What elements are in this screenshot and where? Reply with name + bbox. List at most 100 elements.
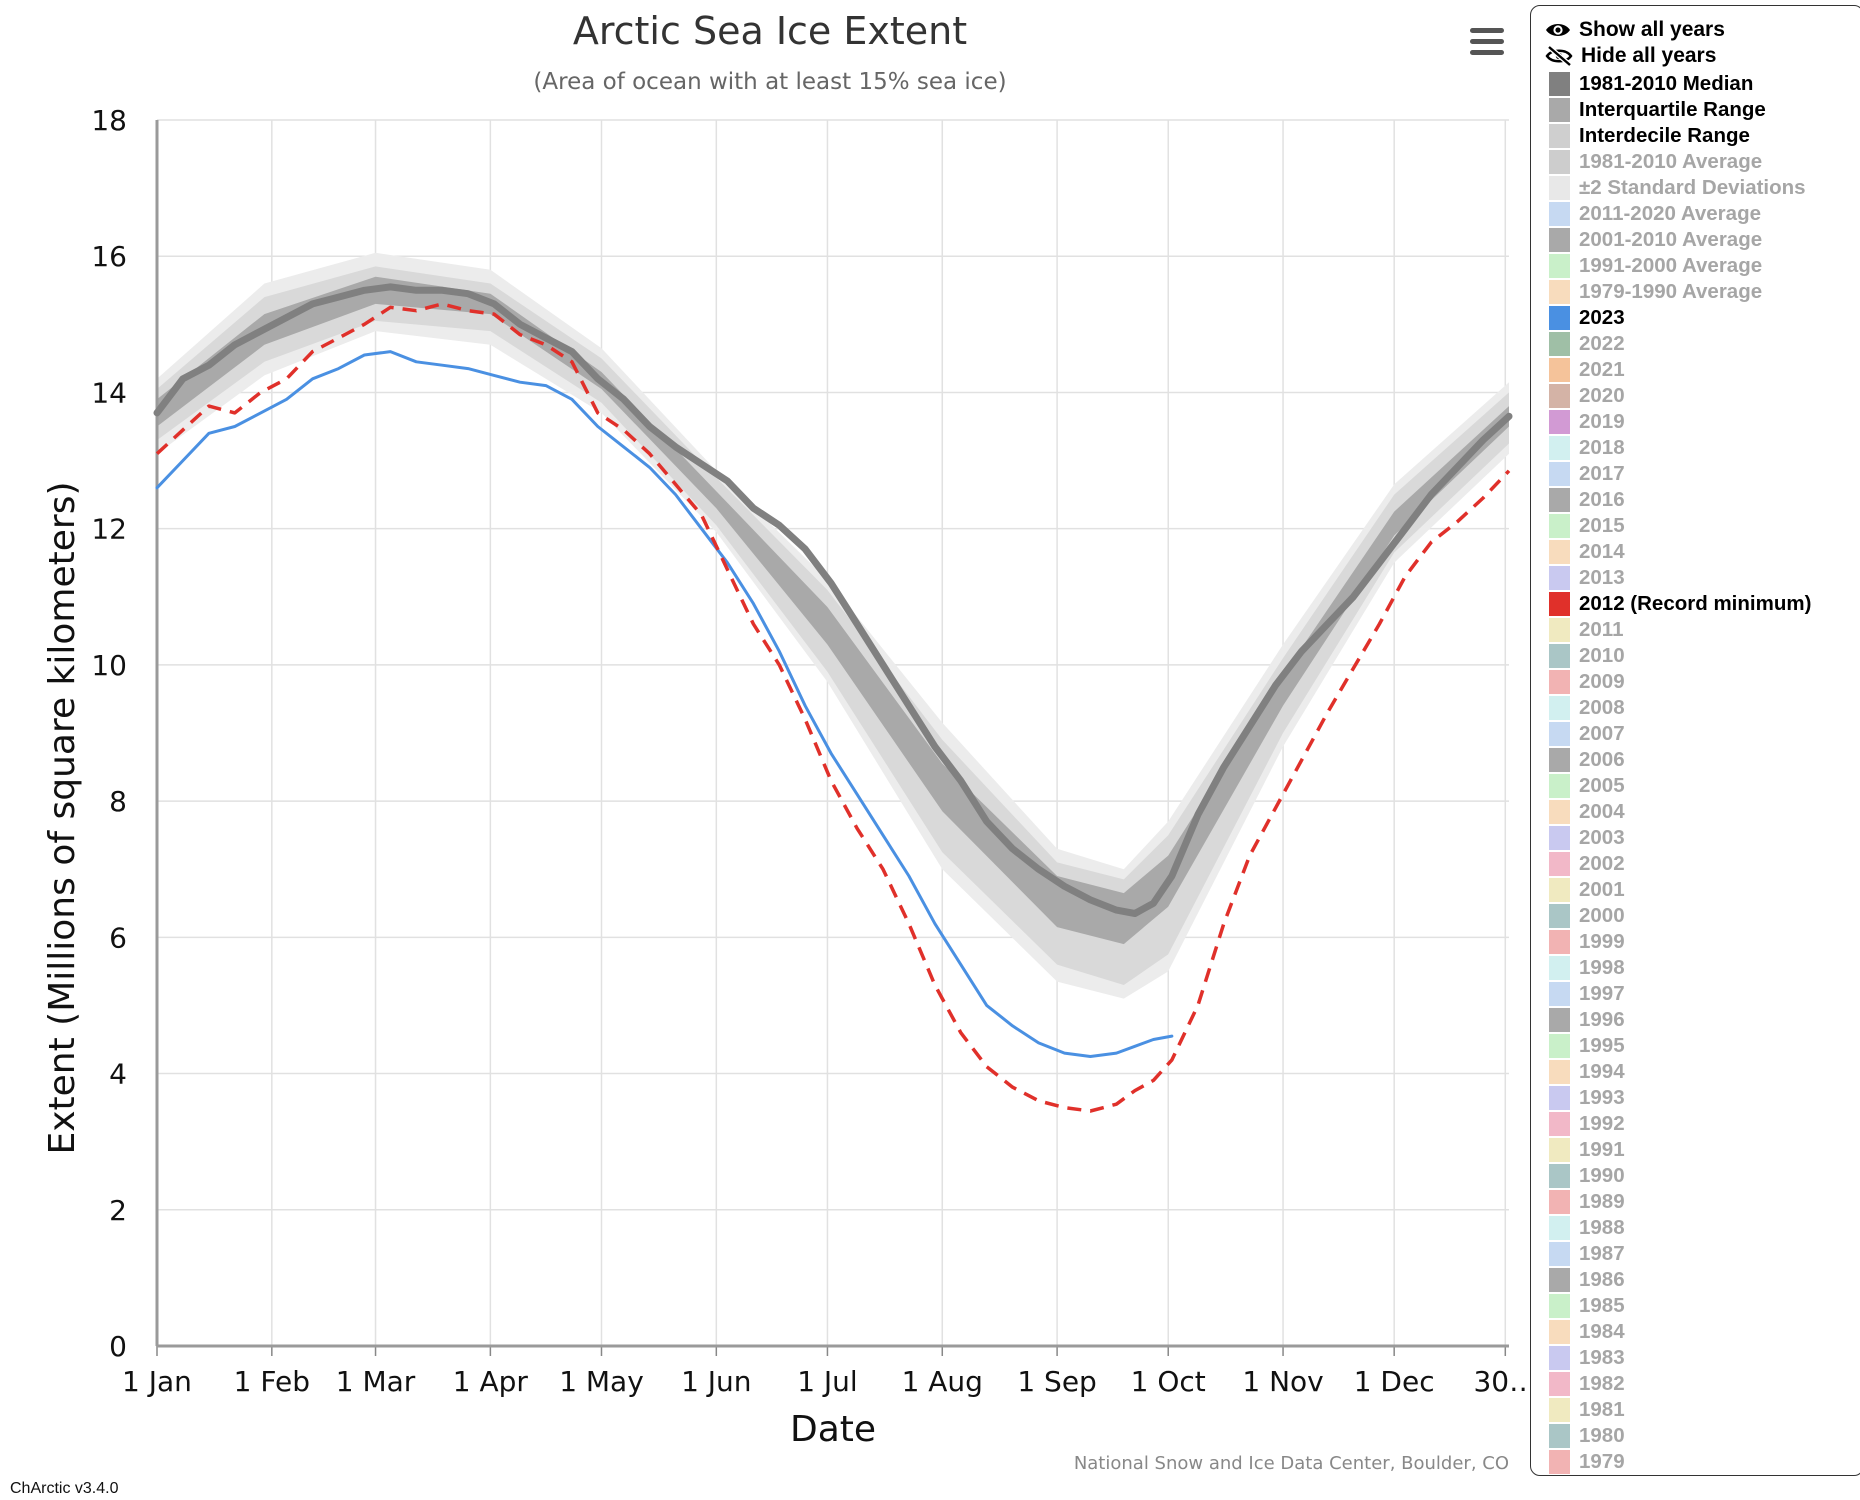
legend-label: 2001	[1579, 878, 1625, 901]
legend-item[interactable]: 1986	[1549, 1267, 1625, 1293]
legend-item[interactable]: 1993	[1549, 1085, 1625, 1111]
legend-item[interactable]: 2020	[1549, 383, 1625, 409]
x-tick-label: 1 Sep	[1017, 1365, 1097, 1398]
x-tick-label: 1 Apr	[453, 1365, 529, 1398]
legend-item[interactable]: 1991-2000 Average	[1549, 253, 1762, 279]
chart-menu-button[interactable]	[1460, 20, 1510, 64]
legend-item[interactable]: 1998	[1549, 955, 1625, 981]
version-label: ChArctic v3.4.0	[10, 1480, 119, 1497]
y-tick-label: 4	[109, 1058, 127, 1091]
legend-swatch	[1549, 1424, 1570, 1448]
legend-label: 2010	[1579, 644, 1625, 667]
legend-item[interactable]: 2018	[1549, 435, 1625, 461]
legend-item[interactable]: Interdecile Range	[1549, 123, 1750, 149]
x-tick-label: 1 Jan	[122, 1365, 192, 1398]
legend-item[interactable]: 2005	[1549, 773, 1625, 799]
legend-item[interactable]: 2001	[1549, 877, 1625, 903]
legend-swatch	[1549, 1164, 1570, 1188]
legend-item[interactable]: 1987	[1549, 1241, 1625, 1267]
legend-label: 1995	[1579, 1034, 1625, 1057]
legend-label: 2011	[1579, 618, 1624, 641]
eye-slash-icon	[1545, 46, 1573, 66]
legend-item[interactable]: 1981-2010 Average	[1549, 149, 1762, 175]
legend-label: 1990	[1579, 1164, 1625, 1187]
legend-item[interactable]: 1982	[1549, 1371, 1625, 1397]
legend-label: 1991	[1579, 1138, 1625, 1161]
legend-item[interactable]: 2011-2020 Average	[1549, 201, 1761, 227]
legend-item[interactable]: 1988	[1549, 1215, 1625, 1241]
legend-label: 2000	[1579, 904, 1625, 927]
legend-item[interactable]: 2001-2010 Average	[1549, 227, 1762, 253]
legend-label: 1997	[1579, 982, 1625, 1005]
legend-label: 1984	[1579, 1320, 1625, 1343]
legend-item[interactable]: 1980	[1549, 1423, 1625, 1449]
series-line-2012-record-minimum-[interactable]	[155, 302, 1511, 1113]
legend-item[interactable]: 1990	[1549, 1163, 1625, 1189]
legend-item[interactable]: 2011	[1549, 617, 1623, 643]
legend-item[interactable]: 2021	[1549, 357, 1625, 383]
legend-label: 2023	[1579, 306, 1625, 329]
legend-item[interactable]: 2006	[1549, 747, 1625, 773]
legend-label: 1985	[1579, 1294, 1625, 1317]
legend-item[interactable]: 1991	[1549, 1137, 1625, 1163]
legend-item[interactable]: 1979-1990 Average	[1549, 279, 1762, 305]
legend-item[interactable]: 1995	[1549, 1033, 1625, 1059]
x-tick-label: 1 Mar	[336, 1365, 416, 1398]
legend-item[interactable]: 2019	[1549, 409, 1625, 435]
legend-swatch	[1549, 254, 1570, 278]
legend-item[interactable]: 2004	[1549, 799, 1625, 825]
legend-item[interactable]: 1981	[1549, 1397, 1625, 1423]
legend-label: 1998	[1579, 956, 1625, 979]
legend-swatch	[1549, 696, 1570, 720]
legend-item[interactable]: 1994	[1549, 1059, 1625, 1085]
legend-label: 1979	[1579, 1450, 1625, 1473]
legend-item[interactable]: 1981-2010 Median	[1549, 71, 1753, 97]
legend-swatch	[1549, 176, 1570, 200]
legend-item[interactable]: 2008	[1549, 695, 1625, 721]
legend-item[interactable]: 2009	[1549, 669, 1625, 695]
show-all-years-button[interactable]: Show all years	[1545, 17, 1725, 43]
legend-item[interactable]: 1985	[1549, 1293, 1625, 1319]
legend-label: 2014	[1579, 540, 1625, 563]
legend-item[interactable]: 2013	[1549, 565, 1625, 591]
legend-item[interactable]: 1989	[1549, 1189, 1625, 1215]
hide-all-years-button[interactable]: Hide all years	[1545, 43, 1716, 69]
legend-item[interactable]: 2007	[1549, 721, 1625, 747]
legend-item[interactable]: 1999	[1549, 929, 1625, 955]
y-axis-title: Extent (Millions of square kilometers)	[42, 481, 83, 1154]
legend-item[interactable]: 2022	[1549, 331, 1625, 357]
legend-item[interactable]: 2016	[1549, 487, 1625, 513]
legend-item[interactable]: 2002	[1549, 851, 1625, 877]
series-line-1981-2010-median[interactable]	[153, 283, 1513, 917]
legend-item[interactable]: 1996	[1549, 1007, 1625, 1033]
legend-label: 2007	[1579, 722, 1625, 745]
legend-swatch	[1549, 1450, 1570, 1474]
legend-item[interactable]: 2014	[1549, 539, 1625, 565]
legend-swatch	[1549, 1008, 1570, 1032]
legend-item[interactable]: 2017	[1549, 461, 1625, 487]
legend-swatch	[1549, 462, 1570, 486]
legend-item[interactable]: 2003	[1549, 825, 1625, 851]
legend-item[interactable]: 2000	[1549, 903, 1625, 929]
legend-item[interactable]: 2023	[1549, 305, 1625, 331]
legend-item[interactable]: 2015	[1549, 513, 1625, 539]
legend-item[interactable]: 1984	[1549, 1319, 1625, 1345]
legend-label: 1986	[1579, 1268, 1625, 1291]
legend-item[interactable]: 2010	[1549, 643, 1625, 669]
legend-swatch	[1549, 306, 1570, 330]
legend-item[interactable]: 1997	[1549, 981, 1625, 1007]
legend-item[interactable]: Interquartile Range	[1549, 97, 1766, 123]
legend-swatch	[1549, 1346, 1570, 1370]
series-line-2023[interactable]	[155, 350, 1174, 1058]
legend-item[interactable]: 1992	[1549, 1111, 1625, 1137]
legend-item[interactable]: 1983	[1549, 1345, 1625, 1371]
x-tick-label: 1 Jul	[797, 1365, 858, 1398]
legend-item[interactable]: 2012 (Record minimum)	[1549, 591, 1811, 617]
legend-swatch	[1549, 644, 1570, 668]
legend-label: 2019	[1579, 410, 1625, 433]
y-tick-label: 2	[109, 1194, 127, 1227]
legend-item[interactable]: 1979	[1549, 1449, 1625, 1475]
legend-item[interactable]: ±2 Standard Deviations	[1549, 175, 1806, 201]
legend-swatch	[1549, 202, 1570, 226]
legend-label: 2011-2020 Average	[1579, 202, 1761, 225]
